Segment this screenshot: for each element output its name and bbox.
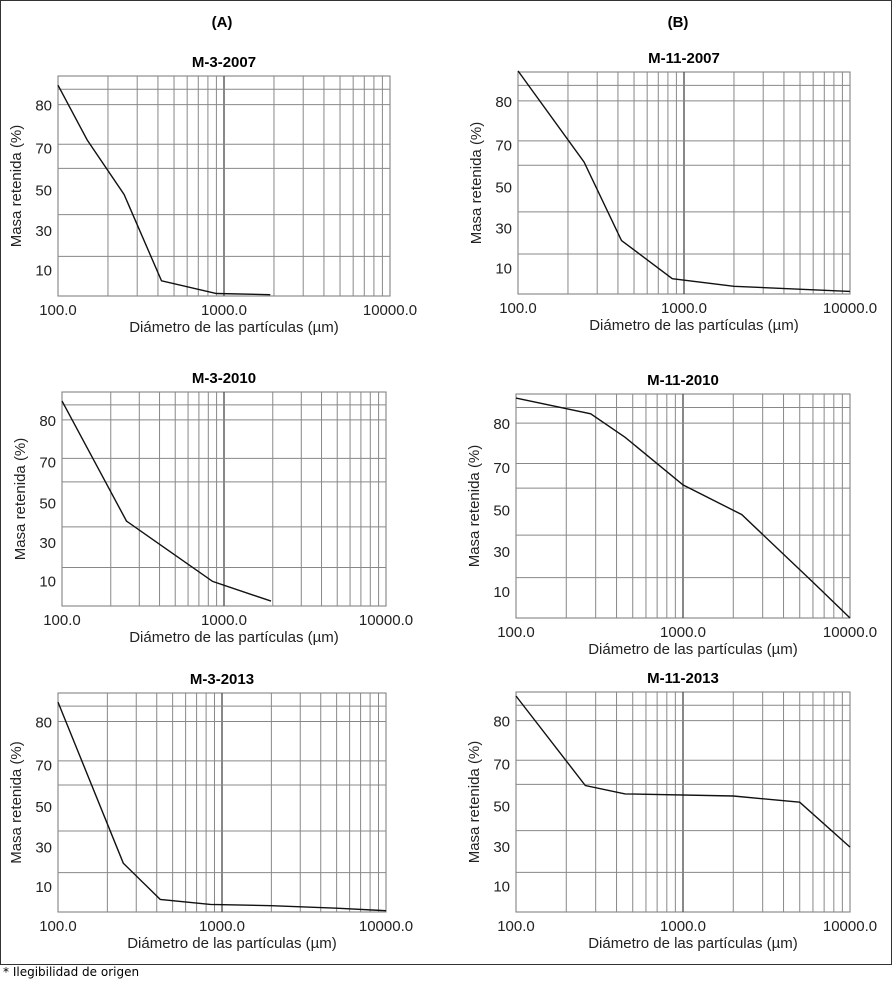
series-line — [517, 70, 851, 293]
x-tick-label: 10000.0 — [823, 624, 877, 641]
y-tick-label: 80 — [493, 416, 510, 433]
x-tick-label: 1000.0 — [201, 612, 247, 629]
series-line — [61, 400, 272, 602]
y-tick-label: 10 — [39, 573, 56, 590]
chart-panel-m-3-2013: M-3-2013 10 30 50 70 80 100.0 1000.0 10000.0 Diám… — [8, 671, 413, 952]
y-tick-label: 70 — [35, 757, 52, 774]
x-tick-label: 10000.0 — [359, 918, 413, 935]
y-tick-label: 80 — [35, 715, 52, 732]
chart-title: M-11-2007 — [648, 50, 720, 67]
x-axis-label: Diámetro de las partículas (µm) — [588, 935, 798, 952]
y-axis-label: Masa retenida (%) — [468, 122, 485, 245]
chart-panel-m-11-2010: M-11-2010 10 30 50 70 80 100.0 1000.0 10000.0 Diá… — [466, 372, 877, 658]
x-axis-label: Diámetro de las partículas (µm) — [129, 629, 339, 646]
y-tick-label: 80 — [39, 413, 56, 430]
column-title-a: (A) — [212, 14, 233, 31]
y-tick-label: 50 — [39, 495, 56, 512]
x-tick-label: 100.0 — [497, 918, 535, 935]
y-tick-label: 70 — [493, 460, 510, 477]
y-tick-label: 50 — [35, 799, 52, 816]
y-tick-label: 80 — [493, 714, 510, 731]
chart-panel-m-11-2013: M-11-2013 10 30 50 70 80 100.0 1000.0 10000.0 Diá… — [466, 670, 877, 952]
x-axis-label: Diámetro de las partículas (µm) — [127, 935, 337, 952]
series-line — [515, 695, 851, 848]
x-tick-label: 1000.0 — [660, 624, 706, 641]
horizontal-gridlines — [58, 88, 390, 257]
vertical-gridlines — [567, 72, 843, 294]
x-axis-label: Diámetro de las partículas (µm) — [589, 317, 799, 334]
x-tick-label: 100.0 — [43, 612, 81, 629]
x-tick-label: 100.0 — [39, 302, 77, 319]
y-tick-label: 50 — [495, 179, 512, 196]
y-tick-label: 10 — [493, 879, 510, 896]
x-tick-label: 100.0 — [499, 300, 537, 317]
y-tick-label: 10 — [35, 879, 52, 896]
chart-panel-m-3-2010: M-3-2010 10 30 50 70 80 100.0 1000.0 10000.0 Diám… — [12, 370, 413, 646]
y-tick-label: 10 — [35, 263, 52, 280]
y-tick-label: 30 — [493, 544, 510, 561]
y-tick-label: 70 — [35, 141, 52, 158]
y-tick-label: 70 — [493, 757, 510, 774]
y-tick-label: 80 — [495, 94, 512, 111]
x-tick-label: 1000.0 — [199, 918, 245, 935]
vertical-gridlines — [565, 394, 843, 618]
y-tick-label: 30 — [493, 839, 510, 856]
y-tick-label: 10 — [493, 584, 510, 601]
vertical-gridlines — [565, 692, 843, 912]
series-line — [515, 397, 851, 619]
x-tick-label: 100.0 — [39, 918, 77, 935]
horizontal-gridlines — [62, 404, 386, 568]
x-tick-label: 1000.0 — [660, 918, 706, 935]
y-tick-label: 30 — [39, 535, 56, 552]
x-axis-label: Diámetro de las partículas (µm) — [129, 319, 339, 336]
x-tick-label: 10000.0 — [363, 302, 417, 319]
y-tick-label: 30 — [35, 223, 52, 240]
y-tick-label: 30 — [495, 221, 512, 238]
chart-title: M-3-2010 — [192, 370, 256, 387]
chart-panel-m-11-2007: M-11-2007 10 30 50 70 80 100.0 1000.0 10000.0 Diá… — [468, 50, 877, 334]
x-axis-label: Diámetro de las partículas (µm) — [588, 641, 798, 658]
x-tick-label: 100.0 — [497, 624, 535, 641]
column-title-b: (B) — [668, 14, 689, 31]
horizontal-gridlines — [518, 84, 850, 255]
y-axis-label: Masa retenida (%) — [8, 125, 25, 248]
y-axis-label: Masa retenida (%) — [8, 741, 25, 864]
horizontal-gridlines — [516, 704, 850, 873]
vertical-gridlines — [106, 693, 379, 912]
y-tick-label: 10 — [495, 260, 512, 277]
y-tick-label: 80 — [35, 98, 52, 115]
vertical-gridlines — [107, 76, 383, 296]
x-tick-label: 1000.0 — [201, 302, 247, 319]
series-line — [57, 84, 271, 296]
y-tick-label: 50 — [493, 502, 510, 519]
chart-title: M-11-2010 — [647, 372, 719, 389]
y-axis-label: Masa retenida (%) — [466, 741, 483, 864]
footnote: * Ilegibilidad de origen — [3, 965, 140, 979]
y-axis-label: Masa retenida (%) — [12, 438, 29, 561]
y-tick-label: 70 — [39, 455, 56, 472]
chart-title: M-11-2013 — [647, 670, 719, 687]
horizontal-gridlines — [58, 705, 386, 874]
x-tick-label: 10000.0 — [823, 300, 877, 317]
chart-panel-m-3-2007: M-3-2007 10 30 50 70 80 100.0 1000.0 10000.0 Diám… — [8, 54, 417, 336]
horizontal-gridlines — [516, 406, 850, 579]
x-tick-label: 10000.0 — [823, 918, 877, 935]
y-tick-label: 50 — [35, 182, 52, 199]
series-line — [57, 701, 387, 912]
y-tick-label: 30 — [35, 839, 52, 856]
chart-title: M-3-2013 — [190, 671, 254, 688]
y-tick-label: 50 — [493, 798, 510, 815]
x-tick-label: 10000.0 — [359, 612, 413, 629]
vertical-gridlines — [110, 392, 380, 606]
x-tick-label: 1000.0 — [661, 300, 707, 317]
chart-title: M-3-2007 — [192, 54, 256, 71]
y-axis-label: Masa retenida (%) — [466, 445, 483, 568]
y-tick-label: 70 — [495, 137, 512, 154]
